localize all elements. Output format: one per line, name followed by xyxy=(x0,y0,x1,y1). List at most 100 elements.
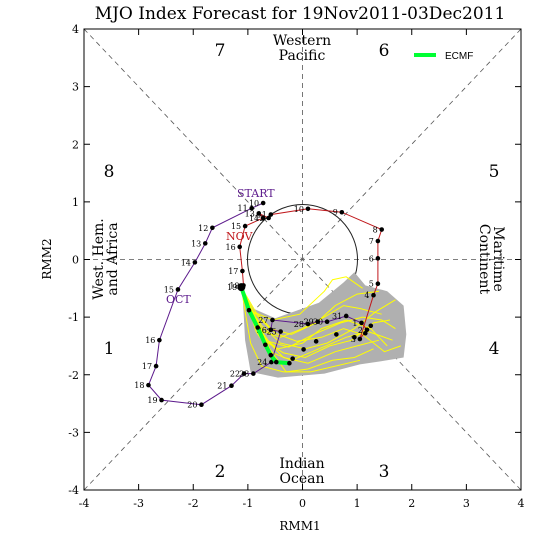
oct-day-point xyxy=(269,359,274,365)
oct-day-label: 19 xyxy=(147,396,157,405)
phase-number-3: 3 xyxy=(379,462,390,482)
oct-day-label: 30 xyxy=(313,318,323,327)
forecast-dot xyxy=(313,339,319,344)
oct-day-label: 15 xyxy=(164,285,174,294)
oct-day-point xyxy=(202,241,208,246)
nov-day-label: 7 xyxy=(369,237,374,246)
forecast-dot xyxy=(290,356,295,361)
nov-day-point xyxy=(359,320,364,326)
oct-day-point xyxy=(270,317,275,323)
region-maritime-line2: Continent xyxy=(476,224,492,295)
nov-day-label: 17 xyxy=(228,267,238,276)
nov-day-point xyxy=(375,238,381,244)
phase-number-5: 5 xyxy=(489,162,500,182)
oct-day-point xyxy=(251,371,256,376)
ecmf-forecast-point xyxy=(237,283,246,292)
nov-day-point xyxy=(375,281,381,287)
nov-day-label: 19 xyxy=(227,283,237,292)
start-label: START xyxy=(237,187,275,200)
region-west-hem-line1: West. Hem. xyxy=(91,218,107,299)
forecast-dot xyxy=(363,330,368,336)
nov-day-point xyxy=(339,209,345,215)
ecmf-forecast-point xyxy=(268,352,274,358)
phase-number-1: 1 xyxy=(104,339,115,359)
y-tick-label: 3 xyxy=(72,81,79,94)
ecmf-forecast-point xyxy=(263,342,268,348)
ecmf-forecast-point xyxy=(246,307,252,313)
oct-day-point xyxy=(268,327,274,333)
ensemble-member-line xyxy=(240,287,361,373)
nov-day-point xyxy=(375,256,381,261)
nov-day-label: 2 xyxy=(358,326,363,335)
nov-day-label: 5 xyxy=(369,280,374,289)
forecast-dot xyxy=(301,347,306,352)
forecast-dot xyxy=(368,323,374,329)
oct-day-point xyxy=(260,200,266,206)
forecast-dot xyxy=(334,332,339,337)
nov-day-point xyxy=(266,215,271,221)
ensemble-spread-layer xyxy=(242,272,407,378)
nov-day-point xyxy=(305,206,311,212)
x-axis-label: RMM1 xyxy=(279,519,320,533)
nov-day-point xyxy=(237,244,242,250)
nov-day-point xyxy=(242,223,248,229)
oct-day-label: 29 xyxy=(304,318,314,327)
nov-day-label: 4 xyxy=(364,291,369,300)
x-tick-label: 4 xyxy=(518,497,525,510)
nov-day-point xyxy=(240,268,245,274)
ensemble-member-line xyxy=(240,286,401,353)
oct-day-label: 26 xyxy=(257,326,267,335)
y-tick-label: 2 xyxy=(72,138,79,151)
ensemble-member-line xyxy=(240,276,363,321)
nov-day-label: 3 xyxy=(351,335,356,344)
oct-day-point xyxy=(210,225,215,231)
phase-number-4: 4 xyxy=(489,339,500,359)
oct-day-label: 21 xyxy=(217,382,227,391)
forecast-dot xyxy=(352,334,357,340)
y-tick-label: 0 xyxy=(72,254,79,267)
oct-day-label: 25 xyxy=(266,328,276,337)
oct-day-point xyxy=(278,329,283,334)
region-west-hem-line2: and Africa xyxy=(105,222,121,295)
region-western-pacific-line2: Pacific xyxy=(279,48,326,64)
oct-day-label: 28 xyxy=(294,320,304,329)
nov-day-label: 6 xyxy=(369,254,374,263)
region-west-hem-africa: West. Hem. and Africa xyxy=(91,218,121,299)
oct-day-label: 11 xyxy=(238,204,248,213)
nov-day-label: 16 xyxy=(225,243,235,252)
x-tick-label: 1 xyxy=(354,497,361,510)
oct-day-label: 27 xyxy=(258,316,268,325)
x-tick-label: -2 xyxy=(188,497,199,510)
oct-day-label: 12 xyxy=(198,224,208,233)
oct-day-label: 14 xyxy=(181,258,191,267)
nov-day-point xyxy=(379,227,385,232)
oct-day-point xyxy=(305,321,311,327)
oct-day-point xyxy=(157,337,162,343)
ecmf-forecast-point xyxy=(273,359,279,365)
oct-day-label: 13 xyxy=(191,239,201,248)
nov-day-point xyxy=(256,211,262,216)
x-tick-label: 0 xyxy=(299,497,306,510)
oct-day-point xyxy=(324,319,330,325)
phase-number-6: 6 xyxy=(379,41,390,61)
nov-label: NOV xyxy=(226,230,253,243)
x-tick-label: -3 xyxy=(133,497,144,510)
nov-day-point xyxy=(357,336,363,342)
oct-day-point xyxy=(159,397,164,403)
oct-day-point xyxy=(315,319,321,325)
oct-day-point xyxy=(343,313,349,319)
oct-day-label: 17 xyxy=(142,362,152,371)
oct-day-point xyxy=(175,287,181,292)
oct-day-label: 18 xyxy=(134,381,144,390)
region-indian-ocean-line2: Ocean xyxy=(280,471,325,487)
oct-day-label: 23 xyxy=(239,370,249,379)
region-maritime-line1: Maritime xyxy=(490,226,506,292)
nov-day-label: 11 xyxy=(257,211,267,220)
oct-day-point xyxy=(146,382,151,388)
nov-day-label: 8 xyxy=(373,226,378,235)
region-western-pacific-line1: Western xyxy=(273,33,331,49)
y-tick-label: -2 xyxy=(68,369,79,382)
ensemble-member-line xyxy=(240,286,380,335)
